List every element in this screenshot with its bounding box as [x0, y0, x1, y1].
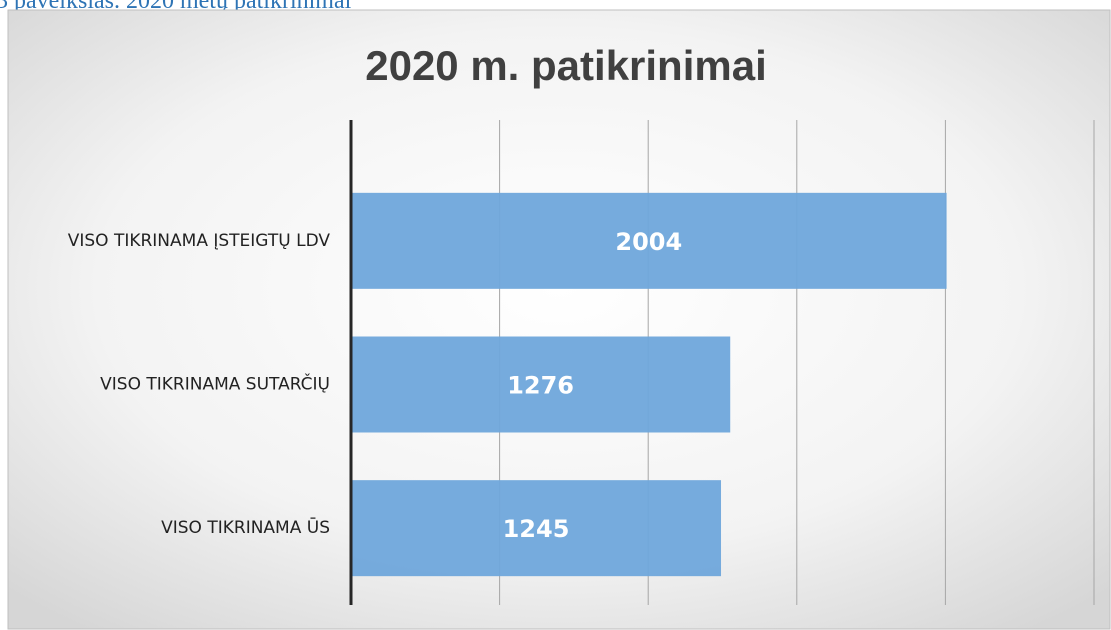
y-tick-label: VISO TIKRINAMA ĮSTEIGTŲ LDV — [68, 231, 331, 251]
bar — [351, 480, 722, 577]
data-label: 2004 — [615, 228, 682, 256]
data-label: 1245 — [503, 515, 570, 543]
bar — [351, 192, 947, 289]
y-tick-label: VISO TIKRINAMA SUTARČIŲ — [100, 373, 330, 395]
bar — [351, 336, 731, 433]
chart-title: 2020 m. patikrinimai — [365, 42, 767, 89]
data-label: 1276 — [507, 372, 574, 400]
y-tick-label: VISO TIKRINAMA ŪS — [161, 516, 330, 538]
